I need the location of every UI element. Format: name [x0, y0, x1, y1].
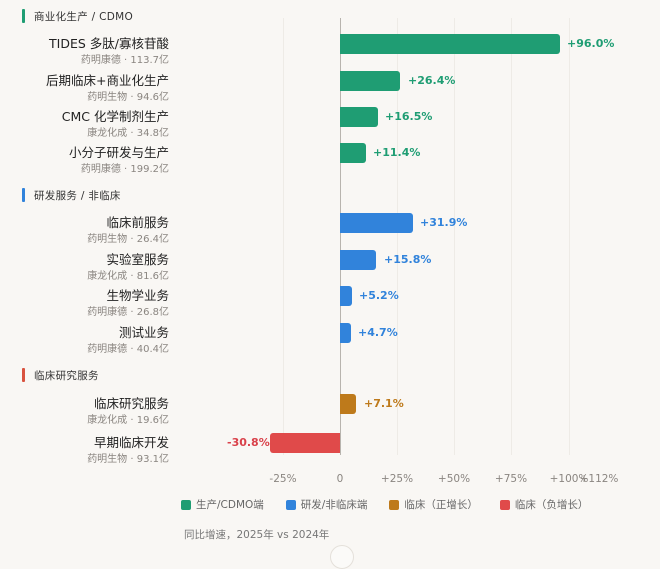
legend-swatch [181, 499, 191, 510]
row-label: 临床研究服务 [93, 396, 169, 411]
bar[interactable] [340, 107, 378, 127]
row-sublabel: 康龙化成 · 81.6亿 [87, 271, 169, 282]
bar-row: TIDES 多肽/寡核苷酸 药明康德 · 113.7亿 +96.0% [0, 32, 660, 68]
bar-row: CMC 化学制剂生产 康龙化成 · 34.8亿 +16.5% [0, 105, 660, 141]
section-header-rnd: 研发服务 / 非临床 [22, 188, 121, 202]
bar-row: 测试业务 药明康德 · 40.4亿 +4.7% [0, 321, 660, 357]
section-marker [22, 9, 25, 23]
row-label: 早期临床开发 [93, 435, 169, 450]
bar-row: 后期临床+商业化生产 药明生物 · 94.6亿 +26.4% [0, 69, 660, 105]
legend: 生产/CDMO端 研发/非临床端 临床（正增长） 临床（负增长） [181, 497, 610, 512]
bar[interactable] [340, 394, 356, 414]
row-sublabel: 药明生物 · 93.1亿 [87, 454, 169, 465]
bar-value-label: +15.8% [384, 253, 432, 266]
x-tick: 0 [336, 473, 344, 485]
legend-item-cdmo[interactable]: 生产/CDMO端 [181, 497, 264, 512]
row-label: 测试业务 [118, 325, 169, 340]
bar[interactable] [270, 433, 340, 453]
row-sublabel: 药明康德 · 40.4亿 [87, 344, 169, 355]
chart-footnote: 同比增速，2025年 vs 2024年 [184, 529, 330, 541]
row-sublabel: 药明康德 · 199.2亿 [80, 164, 169, 175]
bar-row: 小分子研发与生产 药明康德 · 199.2亿 +11.4% [0, 141, 660, 177]
bar[interactable] [340, 71, 400, 91]
bar-value-label: +4.7% [358, 326, 398, 339]
bar-row: 临床研究服务 康龙化成 · 19.6亿 +7.1% [0, 392, 660, 428]
bar-value-label: +11.4% [373, 146, 421, 159]
row-sublabel: 药明生物 · 94.6亿 [87, 92, 169, 103]
bar-value-label: +16.5% [385, 110, 433, 123]
row-sublabel: 药明康德 · 113.7亿 [80, 55, 169, 66]
legend-label: 临床（正增长） [404, 499, 478, 511]
scroll-indicator-icon[interactable] [330, 545, 354, 569]
bar[interactable] [340, 250, 376, 270]
bar-row: 临床前服务 药明生物 · 26.4亿 +31.9% [0, 211, 660, 247]
bar-row: 生物学业务 药明康德 · 26.8亿 +5.2% [0, 284, 660, 320]
row-sublabel: 药明康德 · 26.8亿 [87, 307, 169, 318]
legend-label: 临床（负增长） [514, 499, 589, 511]
legend-item-rnd[interactable]: 研发/非临床端 [285, 497, 368, 512]
bar[interactable] [340, 34, 560, 54]
bar[interactable] [340, 213, 413, 233]
bar-value-label: -30.8% [227, 436, 270, 449]
bar[interactable] [340, 323, 351, 343]
zero-axis-line [340, 18, 341, 455]
bar-value-label: +26.4% [408, 74, 456, 87]
section-marker [22, 368, 25, 382]
section-header-cdmo: 商业化生产 / CDMO [22, 9, 133, 23]
row-label: 后期临床+商业化生产 [46, 73, 169, 88]
section-title: 临床研究服务 [34, 369, 99, 382]
row-sublabel: 药明生物 · 26.4亿 [87, 234, 169, 245]
legend-swatch [285, 499, 296, 510]
bar[interactable] [340, 143, 366, 163]
section-title: 研发服务 / 非临床 [34, 189, 121, 202]
gridline-75 [511, 18, 512, 455]
row-sublabel: 康龙化成 · 34.8亿 [87, 128, 169, 139]
x-tick: +50% [437, 473, 471, 485]
row-label: 小分子研发与生产 [68, 145, 169, 160]
gridline-25 [397, 18, 398, 455]
legend-label: 生产/CDMO端 [196, 499, 264, 511]
bar[interactable] [340, 286, 352, 306]
gridline-100 [569, 18, 570, 455]
bar-value-label: +7.1% [364, 397, 404, 410]
section-title: 商业化生产 / CDMO [34, 10, 134, 23]
gridline-minus25 [283, 18, 284, 455]
row-sublabel: 康龙化成 · 19.6亿 [87, 415, 169, 426]
legend-item-clinical-negative[interactable]: 临床（负增长） [499, 497, 589, 512]
row-label: 实验室服务 [106, 252, 169, 267]
row-label: TIDES 多肽/寡核苷酸 [49, 36, 169, 51]
legend-item-clinical-positive[interactable]: 临床（正增长） [389, 497, 478, 512]
bar-row: 实验室服务 康龙化成 · 81.6亿 +15.8% [0, 248, 660, 284]
legend-swatch [499, 499, 510, 510]
section-marker [22, 188, 25, 202]
x-tick: -25% [269, 473, 297, 485]
bar-row: 早期临床开发 药明生物 · 93.1亿 -30.8% [0, 431, 660, 467]
row-label: 临床前服务 [106, 215, 169, 230]
row-label: CMC 化学制剂生产 [61, 109, 169, 124]
legend-label: 研发/非临床端 [300, 499, 368, 511]
row-label: 生物学业务 [106, 288, 169, 303]
x-tick: +112% [579, 473, 619, 485]
bar-value-label: +31.9% [420, 216, 468, 229]
x-tick: +25% [380, 473, 414, 485]
section-header-clinical: 临床研究服务 [22, 368, 99, 382]
x-tick: +75% [494, 473, 528, 485]
bar-value-label: +96.0% [567, 37, 615, 50]
bar-value-label: +5.2% [359, 289, 399, 302]
x-tick: +100% [549, 473, 589, 485]
gridline-50 [454, 18, 455, 455]
legend-swatch [389, 499, 400, 510]
